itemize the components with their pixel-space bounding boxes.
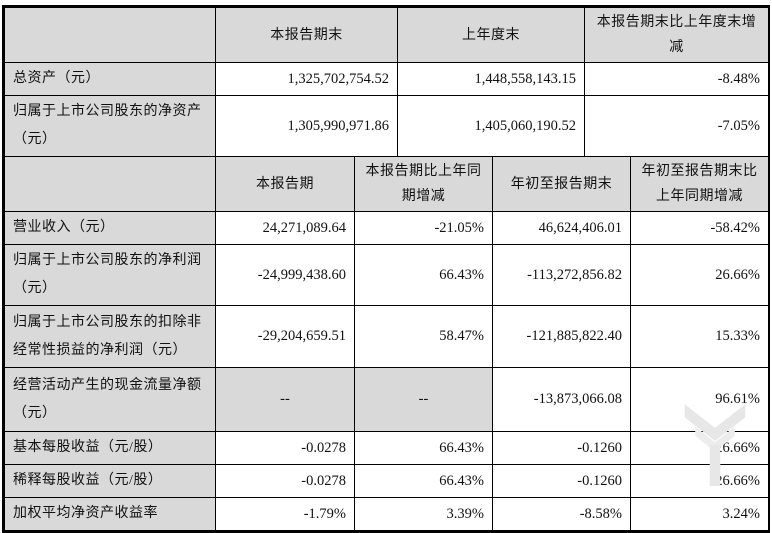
cell-ytd: -0.1260 <box>492 464 631 498</box>
table-row-net-assets: 归属于上市公司股东的净资产（元） 1,305,990,971.86 1,405,… <box>4 95 769 157</box>
cell-period: -29,204,659.51 <box>215 305 355 368</box>
cell-period: -0.0278 <box>215 464 355 498</box>
cell-prior: 1,405,060,190.52 <box>397 95 585 157</box>
cell-period: 24,271,089.64 <box>215 211 355 245</box>
cell-period-change: 58.47% <box>354 305 493 368</box>
cell-period: -0.0278 <box>215 431 355 465</box>
cell-current: 1,325,702,754.52 <box>215 62 398 96</box>
row-label: 经营活动产生的现金流量净额（元） <box>4 367 216 432</box>
cell-ytd: -113,272,856.82 <box>492 244 631 306</box>
table1-corner-cell <box>4 7 216 63</box>
cell-current: 1,305,990,971.86 <box>215 95 398 157</box>
cell-period: -1.79% <box>215 497 355 531</box>
period-end-table: 本报告期末 上年度末 本报告期末比上年度末增减 总资产（元） 1,325,702… <box>4 7 769 157</box>
cell-change: -7.05% <box>584 95 769 157</box>
cell-period-change: -21.05% <box>354 211 493 245</box>
cell-period-change: 66.43% <box>354 431 493 465</box>
table2-header-row: 本报告期 本报告期比上年同期增减 年初至报告期末 年初至报告期末比上年同期增减 <box>4 156 769 212</box>
cell-ytd-change: 26.66% <box>630 464 769 498</box>
cell-prior: 1,448,558,143.15 <box>397 62 585 96</box>
cell-ytd-change: 26.66% <box>630 244 769 306</box>
table1-header-change: 本报告期末比上年度末增减 <box>584 7 769 63</box>
row-label: 稀释每股收益（元/股） <box>4 464 216 498</box>
cell-period-change: 66.43% <box>354 464 493 498</box>
row-label: 加权平均净资产收益率 <box>4 497 216 531</box>
table-row-operating-cash-flow: 经营活动产生的现金流量净额（元） -- -- -13,873,066.08 96… <box>4 367 769 432</box>
table-row-total-assets: 总资产（元） 1,325,702,754.52 1,448,558,143.15… <box>4 62 769 96</box>
table-row-weighted-avg-roe: 加权平均净资产收益率 -1.79% 3.39% -8.58% 3.24% <box>4 497 769 531</box>
cell-change: -8.48% <box>584 62 769 96</box>
cell-period-change: 3.39% <box>354 497 493 531</box>
cell-period: -- <box>215 367 355 432</box>
cell-ytd-change: -58.42% <box>630 211 769 245</box>
cell-ytd-change: 96.61% <box>630 367 769 432</box>
cell-ytd-change: 15.33% <box>630 305 769 368</box>
table-row-basic-eps: 基本每股收益（元/股） -0.0278 66.43% -0.1260 26.66… <box>4 431 769 465</box>
financial-report-summary: 本报告期末 上年度末 本报告期末比上年度末增减 总资产（元） 1,325,702… <box>2 5 770 533</box>
cell-period-change: -- <box>354 367 493 432</box>
table2-header-ytd: 年初至报告期末 <box>492 156 631 212</box>
table1-header-current: 本报告期末 <box>215 7 398 63</box>
table1-header-row: 本报告期末 上年度末 本报告期末比上年度末增减 <box>4 7 769 63</box>
table2-header-period-change: 本报告期比上年同期增减 <box>354 156 493 212</box>
table-frame: 本报告期末 上年度末 本报告期末比上年度末增减 总资产（元） 1,325,702… <box>2 5 770 533</box>
cell-ytd-change: 26.66% <box>630 431 769 465</box>
cell-period: -24,999,438.60 <box>215 244 355 306</box>
row-label: 归属于上市公司股东的扣除非经常性损益的净利润（元） <box>4 305 216 368</box>
table2-corner-cell <box>4 156 216 212</box>
table2-header-ytd-change: 年初至报告期末比上年同期增减 <box>630 156 769 212</box>
cell-period-change: 66.43% <box>354 244 493 306</box>
cell-ytd: 46,624,406.01 <box>492 211 631 245</box>
cell-ytd: -0.1260 <box>492 431 631 465</box>
reporting-period-table: 本报告期 本报告期比上年同期增减 年初至报告期末 年初至报告期末比上年同期增减 … <box>4 156 769 531</box>
row-label: 总资产（元） <box>4 62 216 96</box>
row-label: 归属于上市公司股东的净利润（元） <box>4 244 216 306</box>
table-row-revenue: 营业收入（元） 24,271,089.64 -21.05% 46,624,406… <box>4 211 769 245</box>
table-row-net-profit: 归属于上市公司股东的净利润（元） -24,999,438.60 66.43% -… <box>4 244 769 306</box>
cell-ytd: -8.58% <box>492 497 631 531</box>
table-row-diluted-eps: 稀释每股收益（元/股） -0.0278 66.43% -0.1260 26.66… <box>4 464 769 498</box>
table2-header-period: 本报告期 <box>215 156 355 212</box>
cell-ytd: -13,873,066.08 <box>492 367 631 432</box>
table1-header-prior: 上年度末 <box>397 7 585 63</box>
row-label: 归属于上市公司股东的净资产（元） <box>4 95 216 157</box>
row-label: 营业收入（元） <box>4 211 216 245</box>
table-row-net-profit-excl-nonrecurring: 归属于上市公司股东的扣除非经常性损益的净利润（元） -29,204,659.51… <box>4 305 769 368</box>
row-label: 基本每股收益（元/股） <box>4 431 216 465</box>
cell-ytd: -121,885,822.40 <box>492 305 631 368</box>
cell-ytd-change: 3.24% <box>630 497 769 531</box>
